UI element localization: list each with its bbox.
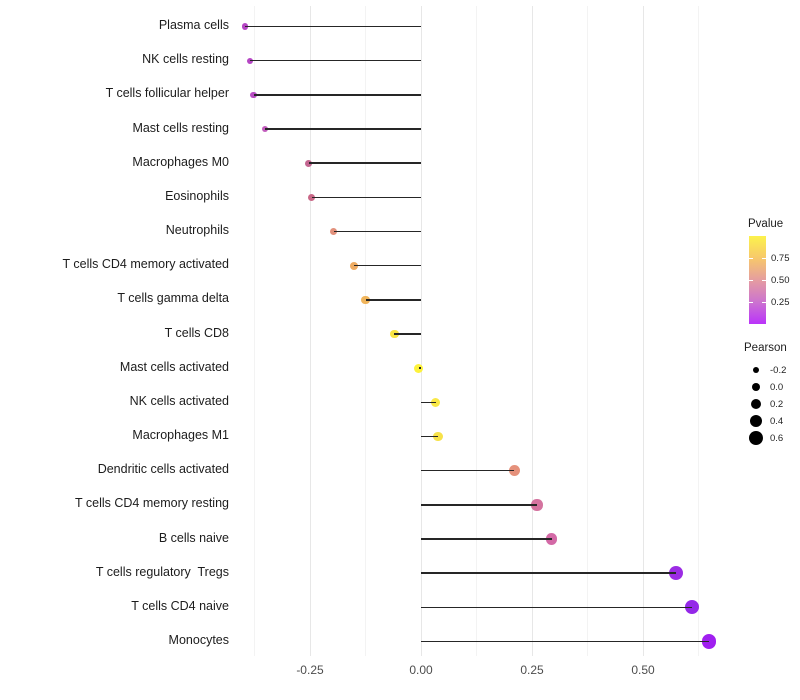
gridline-major <box>309 6 311 656</box>
gridline-minor <box>476 6 477 656</box>
y-axis-label: B cells naive <box>158 530 229 545</box>
gridline-major <box>531 6 533 656</box>
lollipop-segment <box>421 469 515 472</box>
lollipop-dot <box>305 159 313 167</box>
colorbar-tick-mark <box>749 280 753 281</box>
x-tick-label: 0.00 <box>409 663 433 677</box>
lollipop-segment <box>421 538 552 540</box>
lollipop-segment <box>421 504 537 506</box>
lollipop-segment <box>354 264 421 267</box>
y-axis-label: T cells CD8 <box>164 325 229 340</box>
gridline-minor <box>698 6 699 656</box>
y-axis-label: Mast cells activated <box>119 359 229 374</box>
y-axis-label: T cells regulatory Tregs <box>95 564 229 579</box>
pearson-size-dot <box>751 382 761 392</box>
pearson-size-label: -0.2 <box>770 364 787 376</box>
lollipop-segment <box>245 25 421 28</box>
y-axis-label: T cells CD4 memory resting <box>75 496 229 511</box>
y-axis-label: Mast cells resting <box>132 120 229 135</box>
y-axis-label: Dendritic cells activated <box>97 462 229 477</box>
lollipop-segment <box>333 230 421 233</box>
pvalue-colorbar <box>749 236 766 324</box>
lollipop-segment <box>421 435 438 438</box>
gridline-minor <box>365 6 366 656</box>
y-axis-label: Macrophages M0 <box>132 154 229 169</box>
x-tick-label: -0.25 <box>296 663 324 677</box>
colorbar-tick-label: 0.75 <box>771 252 790 264</box>
lollipop-dot <box>361 295 370 304</box>
lollipop-segment <box>421 606 692 609</box>
gridline-major <box>420 6 422 656</box>
lollipop-segment <box>265 128 421 130</box>
colorbar-tick-mark <box>749 302 753 303</box>
lollipop-segment <box>418 367 421 369</box>
y-axis-label: NK cells resting <box>142 52 229 67</box>
pearson-size-dot <box>749 431 763 446</box>
pearson-size-dot <box>750 415 762 428</box>
y-axis-label: Neutrophils <box>165 223 229 238</box>
pearson-legend-title: Pearson <box>744 342 787 354</box>
y-axis-label: T cells CD4 memory activated <box>62 257 230 272</box>
lollipop-dot <box>684 600 699 615</box>
x-tick-label: 0.50 <box>631 663 655 677</box>
y-axis-label: NK cells activated <box>129 393 229 408</box>
lollipop-dot <box>508 465 520 477</box>
lollipop-segment <box>311 196 421 199</box>
y-axis-label: T cells gamma delta <box>117 291 229 306</box>
gridline-major <box>642 6 644 656</box>
colorbar-tick-mark <box>762 258 766 259</box>
y-axis-label: Monocytes <box>168 633 229 648</box>
lollipop-dot <box>430 397 441 408</box>
colorbar-tick-mark <box>762 280 766 281</box>
y-axis-label: Eosinophils <box>165 188 229 203</box>
lollipop-segment <box>394 333 421 335</box>
x-tick-label: 0.25 <box>520 663 544 677</box>
lollipop-segment <box>421 572 677 574</box>
lollipop-segment <box>421 401 436 404</box>
gridline-minor <box>587 6 588 656</box>
pearson-size-label: 0.6 <box>770 432 784 444</box>
lollipop-dot <box>433 431 443 442</box>
lollipop-dot <box>531 499 543 511</box>
colorbar-tick-label: 0.50 <box>771 274 790 286</box>
colorbar-tick-mark <box>749 258 753 259</box>
pearson-size-dot <box>751 399 761 410</box>
lollipop-dot <box>389 329 399 339</box>
lollipop-segment <box>308 162 421 164</box>
lollipop-segment <box>253 94 421 96</box>
gridline-minor <box>254 6 255 656</box>
pearson-size-label: 0.4 <box>770 415 784 427</box>
lollipop-segment <box>250 59 421 62</box>
lollipop-dot <box>329 227 338 236</box>
pvalue-legend-title: Pvalue <box>748 218 784 230</box>
y-axis-label: T cells follicular helper <box>105 86 229 101</box>
y-axis-label: Macrophages M1 <box>132 428 229 443</box>
pearson-size-dot <box>752 366 760 374</box>
lollipop-dot <box>701 634 717 649</box>
y-axis-label: Plasma cells <box>158 18 229 32</box>
colorbar-tick-mark <box>762 302 766 303</box>
colorbar-tick-label: 0.25 <box>771 296 790 308</box>
pearson-size-label: 0.0 <box>770 381 784 393</box>
pearson-size-label: 0.2 <box>770 398 784 410</box>
y-axis-label: T cells CD4 naive <box>131 598 229 613</box>
lollipop-segment <box>365 299 421 301</box>
lollipop-segment <box>421 640 710 643</box>
